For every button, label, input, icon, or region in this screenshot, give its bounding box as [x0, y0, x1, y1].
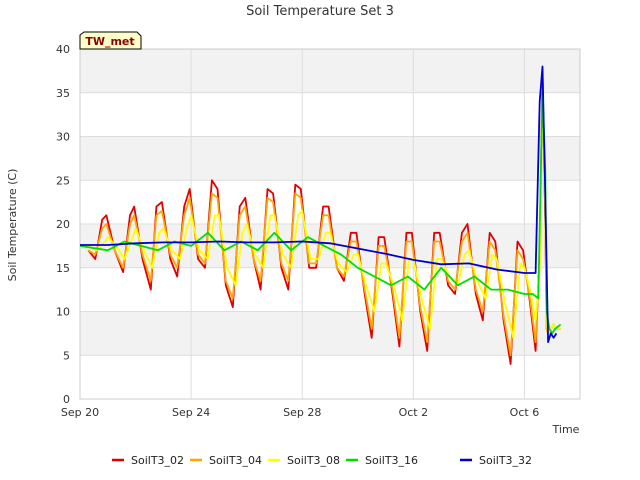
legend-label-soilt3-08: SoilT3_08 [287, 454, 340, 467]
legend-label-soilt3-04: SoilT3_04 [209, 454, 262, 467]
x-tick-label: Oct 2 [399, 406, 429, 419]
y-axis-label: Soil Temperature (C) [6, 169, 19, 282]
series-lines [79, 65, 562, 365]
plot-band [80, 49, 580, 93]
legend-label-soilt3-16: SoilT3_16 [365, 454, 418, 467]
x-tick-label: Sep 24 [172, 406, 210, 419]
y-tick-label: 15 [56, 262, 70, 275]
y-tick-label: 35 [56, 87, 70, 100]
y-tick-label: 25 [56, 174, 70, 187]
y-tick-label: 10 [56, 306, 70, 319]
plot-band [80, 311, 580, 356]
x-tick-label: Sep 28 [283, 406, 321, 419]
series-line-soilt3-08 [87, 91, 561, 339]
plot-bands [80, 49, 580, 356]
x-tick-label: Oct 6 [510, 406, 540, 419]
x-axis-label: Time [552, 423, 580, 436]
legend-label-soilt3-32: SoilT3_32 [479, 454, 532, 467]
legend: SoilT3_02 SoilT3_04 SoilT3_08 SoilT3_16 Soil… [112, 454, 532, 467]
plot-band [80, 136, 580, 181]
y-tick-label: 20 [56, 218, 70, 231]
y-tick-label: 40 [56, 43, 70, 56]
y-tick-label: 5 [63, 349, 70, 362]
y-tick-label: 30 [56, 131, 70, 144]
y-tick-labels: 0 5 10 15 20 25 30 35 40 [56, 43, 70, 406]
station-badge: TW_met [79, 31, 142, 50]
plot-frame [79, 48, 581, 400]
station-badge-box [79, 31, 142, 50]
series-line-soilt3-04 [87, 78, 561, 357]
chart-title: Soil Temperature Set 3 [246, 4, 394, 19]
y-tick-label: 0 [63, 393, 70, 406]
x-tick-labels: Sep 20 Sep 24 Sep 28 Oct 2 Oct 6 [61, 406, 539, 419]
series-line-soilt3-32 [80, 65, 558, 344]
station-badge-label: TW_met [85, 35, 134, 48]
legend-label-soilt3-02: SoilT3_02 [131, 454, 184, 467]
x-tick-label: Sep 20 [61, 406, 99, 419]
